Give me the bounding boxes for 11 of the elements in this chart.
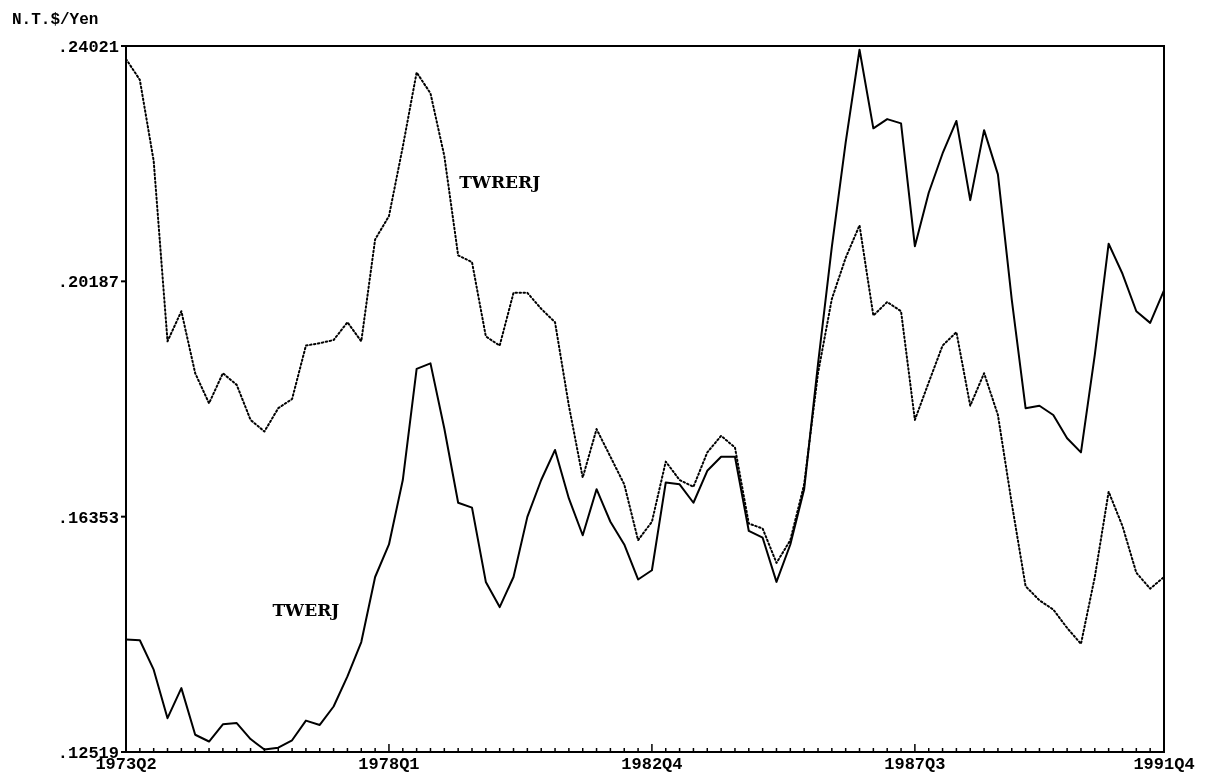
y-tick-label: .20187 — [57, 273, 119, 293]
y-axis-title: N.T.$/Yen — [12, 11, 99, 29]
line-series — [125, 48, 1165, 751]
series-label: TWRERJ — [459, 171, 541, 192]
x-tick-label: 1991Q4 — [1133, 755, 1195, 774]
x-tick-label: 1982Q4 — [621, 755, 683, 774]
x-tick-label: 1987Q3 — [884, 755, 946, 774]
y-tick-label: .24021 — [57, 37, 119, 57]
y-tick-label: .16353 — [57, 508, 119, 528]
series-label: TWERJ — [272, 599, 340, 620]
x-tick-label: 1978Q1 — [358, 755, 420, 774]
